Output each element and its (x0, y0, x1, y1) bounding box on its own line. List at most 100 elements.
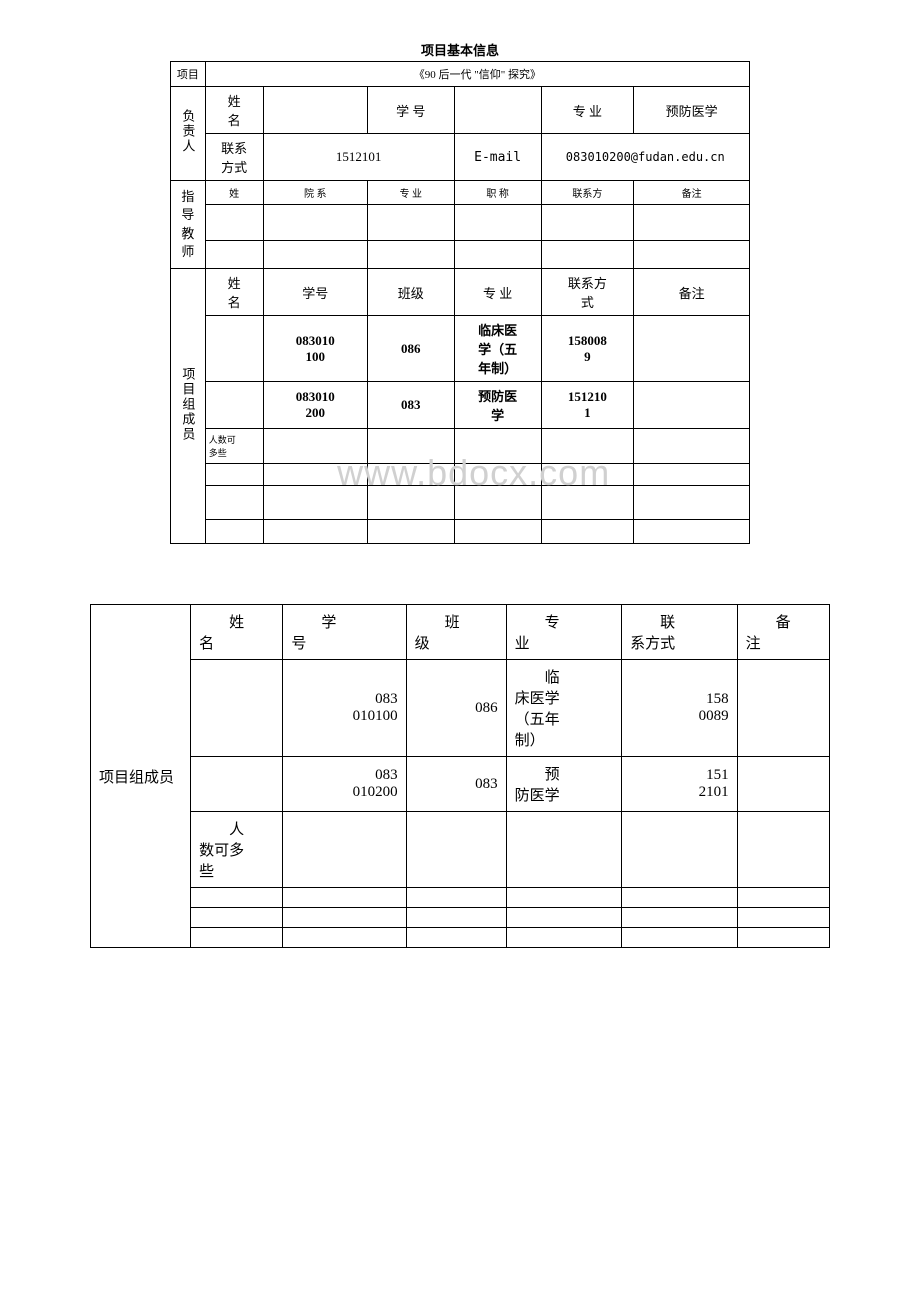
leader-label: 负责人 (171, 87, 206, 181)
m-r1c0 (205, 382, 263, 429)
lower-section: 项目组成员 姓名 学号 班级 专业 联系方式 备注 083010100 086 … (90, 604, 830, 948)
m-r3c3 (454, 464, 541, 486)
lr5c4 (622, 928, 737, 948)
lr5c1 (283, 928, 406, 948)
m-r4c2 (367, 486, 454, 520)
m-r3c4 (541, 464, 634, 486)
lr5c5 (737, 928, 829, 948)
leader-name-label: 姓名 (205, 87, 263, 134)
upper-table: 项目 《90 后一代 "信仰" 探究》 负责人 姓名 学 号 专 业 预防医学 … (170, 61, 750, 544)
lr3c2 (406, 888, 506, 908)
lh2: 班级 (406, 605, 506, 660)
lr4c5 (737, 908, 829, 928)
lr2c3 (506, 812, 621, 888)
lh3: 专业 (506, 605, 621, 660)
teacher-r1c2 (367, 241, 454, 269)
m-r4c5 (634, 486, 750, 520)
teacher-h4: 联系方 (541, 181, 634, 205)
m-r3c0 (205, 464, 263, 486)
lr5c3 (506, 928, 621, 948)
m-r4c0 (205, 486, 263, 520)
teacher-r1c1 (263, 241, 367, 269)
lr3c1 (283, 888, 406, 908)
m-r1c1: 083010200 (263, 382, 367, 429)
lr2c2 (406, 812, 506, 888)
m-r1c3: 预防医学 (454, 382, 541, 429)
m-r2c2 (367, 429, 454, 464)
m-r2c0: 人数可多些 (205, 429, 263, 464)
teacher-r1c5 (634, 241, 750, 269)
lh4: 联系方式 (622, 605, 737, 660)
leader-contact-value: 1512101 (263, 134, 454, 181)
lower-label: 项目组成员 (91, 605, 191, 948)
m-r0c4: 1580089 (541, 316, 634, 382)
teacher-r1c3 (454, 241, 541, 269)
leader-contact-label: 联系方式 (205, 134, 263, 181)
teacher-h1: 院 系 (263, 181, 367, 205)
m-h5: 备注 (634, 269, 750, 316)
project-label: 项目 (171, 62, 206, 87)
m-r3c2 (367, 464, 454, 486)
m-r5c0 (205, 520, 263, 544)
m-r0c0 (205, 316, 263, 382)
teacher-r0c4 (541, 205, 634, 241)
lr1c4: 1512101 (622, 757, 737, 812)
m-r2c1 (263, 429, 367, 464)
lh5: 备注 (737, 605, 829, 660)
leader-id-value (454, 87, 541, 134)
lr1c5 (737, 757, 829, 812)
teacher-r1c4 (541, 241, 634, 269)
lr0c0 (191, 660, 283, 757)
lr3c5 (737, 888, 829, 908)
m-r1c4: 1512101 (541, 382, 634, 429)
teacher-h2: 专 业 (367, 181, 454, 205)
teacher-label: 指导教师 (171, 181, 206, 269)
upper-title: 项目基本信息 (170, 40, 750, 59)
lr4c4 (622, 908, 737, 928)
lr0c1: 083010100 (283, 660, 406, 757)
m-h2: 班级 (367, 269, 454, 316)
m-r2c5 (634, 429, 750, 464)
teacher-r0c3 (454, 205, 541, 241)
m-r0c1: 083010100 (263, 316, 367, 382)
lr4c3 (506, 908, 621, 928)
leader-major-label: 专 业 (541, 87, 634, 134)
lh1: 学号 (283, 605, 406, 660)
m-h4: 联系方式 (541, 269, 634, 316)
leader-id-label: 学 号 (367, 87, 454, 134)
lr3c0 (191, 888, 283, 908)
lr4c2 (406, 908, 506, 928)
lr3c3 (506, 888, 621, 908)
m-r4c3 (454, 486, 541, 520)
lr4c0 (191, 908, 283, 928)
upper-section: 项目基本信息 项目 《90 后一代 "信仰" 探究》 负责人 姓名 学 号 专 … (170, 40, 750, 544)
m-r1c2: 083 (367, 382, 454, 429)
lr5c0 (191, 928, 283, 948)
teacher-r0c2 (367, 205, 454, 241)
lr2c1 (283, 812, 406, 888)
lr2c0: 人数可多些 (191, 812, 283, 888)
lr3c4 (622, 888, 737, 908)
m-r0c2: 086 (367, 316, 454, 382)
m-r5c2 (367, 520, 454, 544)
m-r5c3 (454, 520, 541, 544)
lr0c4: 1580089 (622, 660, 737, 757)
m-r4c1 (263, 486, 367, 520)
m-h3: 专 业 (454, 269, 541, 316)
leader-major-value: 预防医学 (634, 87, 750, 134)
m-r3c5 (634, 464, 750, 486)
lower-table: 项目组成员 姓名 学号 班级 专业 联系方式 备注 083010100 086 … (90, 604, 830, 948)
leader-email-label: E-mail (454, 134, 541, 181)
m-r1c5 (634, 382, 750, 429)
m-r0c3: 临床医学（五年制） (454, 316, 541, 382)
lr0c3: 临床医学（五年制） (506, 660, 621, 757)
lr1c1: 083010200 (283, 757, 406, 812)
leader-email-value: 083010200@fudan.edu.cn (541, 134, 749, 181)
teacher-r0c0 (205, 205, 263, 241)
lr1c0 (191, 757, 283, 812)
m-r4c4 (541, 486, 634, 520)
m-r2c3 (454, 429, 541, 464)
lr2c5 (737, 812, 829, 888)
teacher-r1c0 (205, 241, 263, 269)
lh0: 姓名 (191, 605, 283, 660)
